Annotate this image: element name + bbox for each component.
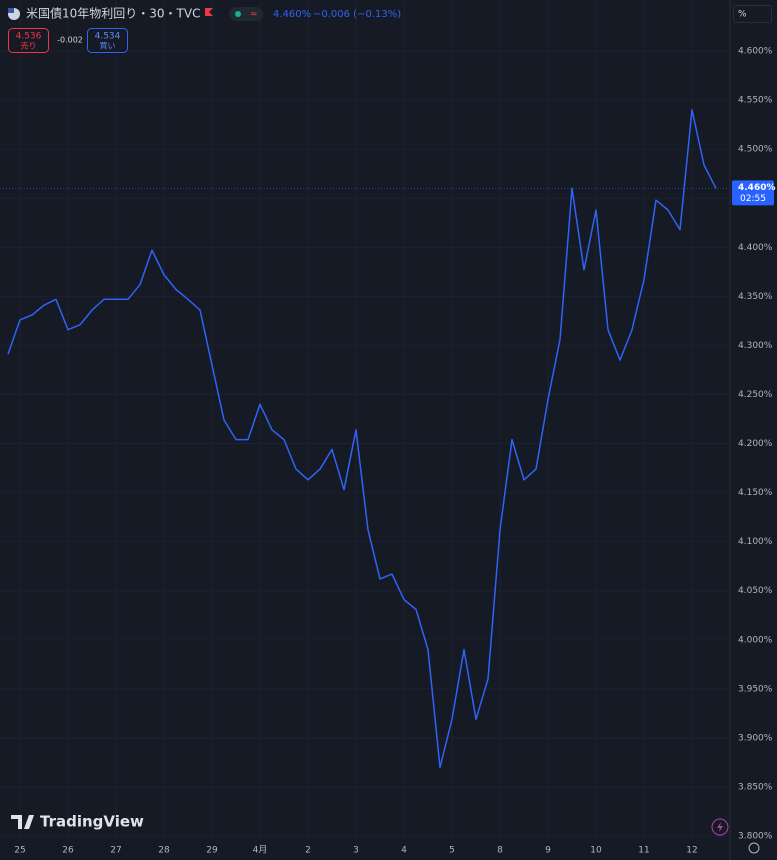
- flag-marker: [205, 8, 213, 16]
- x-tick-label: 5: [449, 846, 455, 856]
- x-tick-label: 2: [305, 846, 311, 856]
- y-tick-label: 4.150%: [738, 488, 773, 498]
- y-tick-label: 4.100%: [738, 537, 773, 547]
- x-tick-label: 26: [62, 846, 74, 856]
- status-icon: ≈: [250, 10, 258, 20]
- plot: [0, 109, 730, 769]
- last-price-label: 4.460%: [738, 183, 776, 193]
- countdown: 02:55: [740, 194, 766, 204]
- x-tick-label: 4: [401, 846, 407, 856]
- x-tick-label: 8: [497, 846, 503, 856]
- y-tick-label: 4.200%: [738, 439, 773, 449]
- y-tick-label: 4.500%: [738, 145, 773, 155]
- y-tick-label: 4.600%: [738, 47, 773, 57]
- y-tick-label: 3.800%: [738, 832, 773, 842]
- axis-unit: %: [738, 10, 747, 20]
- price-line: [7, 109, 717, 769]
- x-tick-label: 11: [638, 846, 649, 856]
- settings-button[interactable]: [748, 842, 760, 854]
- flag-canton: [8, 8, 14, 13]
- y-tick-label: 4.050%: [738, 586, 773, 596]
- x-tick-label: 27: [110, 846, 121, 856]
- last-price-box: [732, 180, 774, 206]
- symbol-title: 米国債10年物利回り・30・TVC: [26, 6, 200, 21]
- x-tick-label: 9: [545, 846, 551, 856]
- y-tick-label: 3.900%: [738, 733, 773, 743]
- status-pill: [229, 7, 263, 21]
- x-tick-label: 10: [590, 846, 602, 856]
- x-tick-label: 28: [158, 846, 170, 856]
- y-tick-label: 3.950%: [738, 684, 773, 694]
- buy-button[interactable]: [87, 28, 128, 53]
- sell-label: 売り: [21, 41, 37, 51]
- lightning-icon: [717, 822, 723, 832]
- y-tick-label: 4.550%: [738, 96, 773, 106]
- y-tick-label: 4.300%: [738, 341, 773, 351]
- grid: [0, 0, 730, 840]
- status-dot: [235, 11, 241, 17]
- x-tick-label: 12: [686, 846, 697, 856]
- header-change: −0.006 (−0.13%): [313, 9, 401, 20]
- brand-name: TradingView: [40, 813, 144, 831]
- labels: 4.600%4.550%4.500%4.450%4.400%4.350%4.30…: [14, 47, 775, 856]
- x-tick-label: 4月: [253, 845, 268, 856]
- buy-label: 買い: [100, 42, 116, 51]
- spread: -0.002: [57, 36, 83, 45]
- buy-price: 4.534: [95, 32, 121, 42]
- lightning-button[interactable]: [711, 818, 729, 836]
- y-tick-label: 4.250%: [738, 390, 773, 400]
- y-tick-label: 4.400%: [738, 243, 773, 253]
- sell-button[interactable]: [8, 28, 49, 53]
- sell-price: 4.536: [16, 32, 42, 42]
- x-tick-label: 25: [14, 846, 25, 856]
- x-tick-label: 3: [353, 846, 359, 856]
- brand-logo: [11, 815, 34, 829]
- y-tick-label: 4.000%: [738, 635, 773, 645]
- x-tick-label: 29: [206, 846, 218, 856]
- header-price: 4.460%: [273, 9, 311, 20]
- y-tick-label: 4.350%: [738, 292, 773, 302]
- y-tick-label: 3.850%: [738, 783, 773, 793]
- unit-box[interactable]: [733, 5, 772, 23]
